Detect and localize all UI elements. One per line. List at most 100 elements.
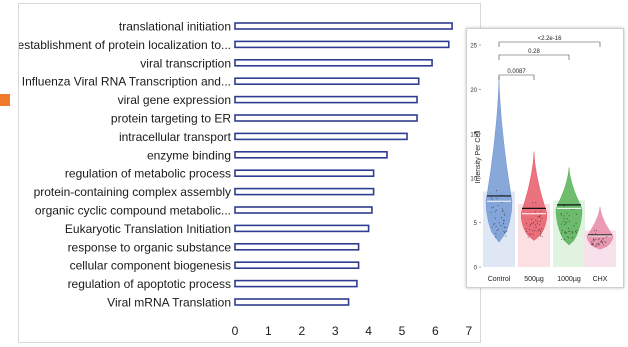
data-point <box>537 216 539 218</box>
data-point <box>505 235 507 237</box>
data-point <box>563 238 565 240</box>
data-point <box>496 197 498 200</box>
data-point <box>593 238 595 241</box>
data-point <box>490 211 492 214</box>
data-point <box>535 226 537 228</box>
data-point <box>496 229 498 232</box>
data-point <box>501 208 503 210</box>
category-label: enzyme binding <box>147 148 231 162</box>
data-point <box>591 241 593 243</box>
data-point <box>498 222 500 224</box>
data-point <box>602 238 605 240</box>
data-point <box>563 205 565 207</box>
data-point <box>595 232 597 234</box>
y-tick-label: 10 <box>470 177 477 183</box>
y-tick-label: 0 <box>474 266 478 272</box>
bar <box>234 279 358 288</box>
data-point <box>568 220 570 222</box>
data-point <box>603 244 605 246</box>
bar <box>234 261 360 270</box>
data-point <box>565 232 567 234</box>
data-point <box>495 209 497 211</box>
y-tick-label: 20 <box>470 88 477 94</box>
bar <box>234 224 370 233</box>
data-point <box>567 236 569 238</box>
data-point <box>525 223 528 225</box>
data-point <box>525 228 527 230</box>
data-point <box>593 229 595 231</box>
bar <box>234 151 388 159</box>
data-point <box>598 243 600 245</box>
data-point <box>594 245 596 247</box>
data-point <box>573 225 575 227</box>
data-point <box>566 212 568 214</box>
data-point <box>504 231 506 234</box>
bar <box>234 77 420 85</box>
data-point <box>597 238 599 241</box>
data-point <box>591 243 593 245</box>
data-point <box>565 221 567 223</box>
p-value-label: <2.2e-16 <box>538 36 563 42</box>
x-tick-label: 6 <box>432 324 439 338</box>
bar <box>234 243 360 251</box>
data-point <box>564 232 566 235</box>
data-point <box>598 238 600 240</box>
data-point <box>503 219 505 221</box>
data-point <box>494 223 496 225</box>
data-point <box>539 220 541 222</box>
x-category-label: Control <box>488 276 511 283</box>
violin-shape <box>520 151 548 241</box>
data-point <box>495 225 497 228</box>
data-point <box>568 230 570 232</box>
violin-shape <box>555 167 583 246</box>
data-point <box>564 231 566 233</box>
data-point <box>571 231 573 233</box>
data-point <box>604 240 606 243</box>
data-point <box>569 230 571 232</box>
p-value-label: 0.0087 <box>507 69 526 75</box>
data-point <box>526 231 528 233</box>
y-tick-label: 25 <box>470 44 477 50</box>
data-point <box>571 208 573 210</box>
data-point <box>538 223 540 226</box>
data-point <box>601 238 603 240</box>
bar <box>234 169 375 177</box>
data-point <box>592 242 594 245</box>
data-point <box>540 210 542 212</box>
category-label: organic cyclic compound metabolic... <box>35 204 231 218</box>
data-point <box>571 237 573 239</box>
data-point <box>560 232 563 234</box>
violin-shape <box>485 76 513 243</box>
data-point <box>568 237 570 239</box>
x-tick-label: 3 <box>332 324 339 338</box>
data-point <box>598 244 600 246</box>
category-label: regulation of metabolic process <box>65 167 231 181</box>
bar <box>234 206 373 214</box>
data-point <box>502 223 504 225</box>
bar-chart-frame: translational initiation establishment of… <box>18 3 481 343</box>
bar <box>234 298 350 306</box>
data-point <box>574 230 577 232</box>
x-tick-label: 7 <box>465 324 472 338</box>
data-point <box>494 211 496 213</box>
comparison-bracket <box>498 54 570 60</box>
data-point <box>539 214 541 216</box>
category-label: regulation of apoptotic process <box>68 277 231 291</box>
data-point <box>535 219 537 221</box>
data-point <box>601 241 603 243</box>
bar <box>234 22 453 30</box>
data-point <box>529 212 531 214</box>
data-point <box>501 201 503 203</box>
data-point <box>539 235 542 237</box>
data-point <box>491 226 493 228</box>
comparison-bracket <box>498 74 535 80</box>
x-tick-label: 1 <box>265 324 272 338</box>
data-point <box>532 230 534 232</box>
data-point <box>503 213 505 215</box>
data-point <box>599 241 602 243</box>
data-point <box>534 211 536 213</box>
data-point <box>493 206 495 208</box>
data-point <box>575 232 577 234</box>
x-tick-label: 4 <box>365 324 372 338</box>
data-point <box>560 213 562 215</box>
